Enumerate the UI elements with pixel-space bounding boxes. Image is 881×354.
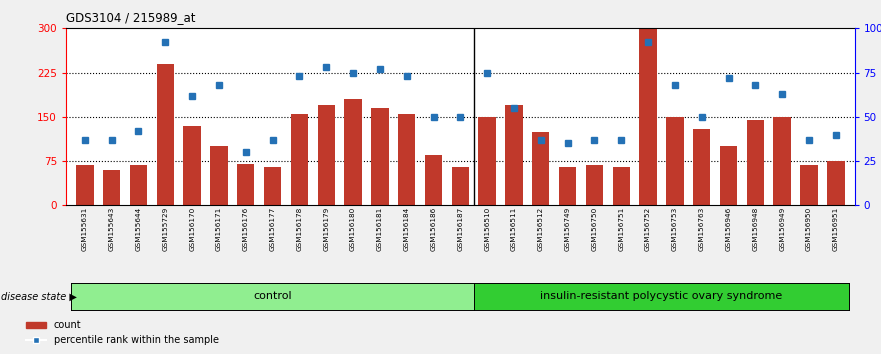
Bar bbox=[398, 114, 416, 205]
Bar bbox=[612, 167, 630, 205]
Bar bbox=[237, 164, 255, 205]
Bar bbox=[211, 146, 227, 205]
Bar bbox=[559, 167, 576, 205]
Bar bbox=[478, 117, 496, 205]
Bar bbox=[371, 108, 389, 205]
Bar bbox=[183, 126, 201, 205]
Bar bbox=[746, 120, 764, 205]
Bar bbox=[452, 167, 469, 205]
Text: control: control bbox=[253, 291, 292, 302]
Bar bbox=[666, 117, 684, 205]
Bar bbox=[317, 105, 335, 205]
Bar bbox=[103, 170, 121, 205]
Bar bbox=[640, 28, 656, 205]
Bar bbox=[344, 99, 362, 205]
Bar bbox=[505, 105, 522, 205]
Bar bbox=[157, 64, 174, 205]
Legend: count, percentile rank within the sample: count, percentile rank within the sample bbox=[23, 316, 223, 349]
Bar bbox=[130, 165, 147, 205]
Bar bbox=[291, 114, 308, 205]
Bar bbox=[693, 129, 710, 205]
Text: insulin-resistant polycystic ovary syndrome: insulin-resistant polycystic ovary syndr… bbox=[540, 291, 782, 302]
Bar bbox=[76, 165, 93, 205]
Bar bbox=[827, 161, 845, 205]
Text: disease state ▶: disease state ▶ bbox=[1, 291, 77, 302]
Bar bbox=[720, 146, 737, 205]
Bar bbox=[264, 167, 281, 205]
Bar bbox=[586, 165, 603, 205]
Text: GDS3104 / 215989_at: GDS3104 / 215989_at bbox=[66, 11, 196, 24]
Bar bbox=[800, 165, 818, 205]
Bar bbox=[425, 155, 442, 205]
Bar bbox=[774, 117, 791, 205]
Bar bbox=[532, 132, 550, 205]
